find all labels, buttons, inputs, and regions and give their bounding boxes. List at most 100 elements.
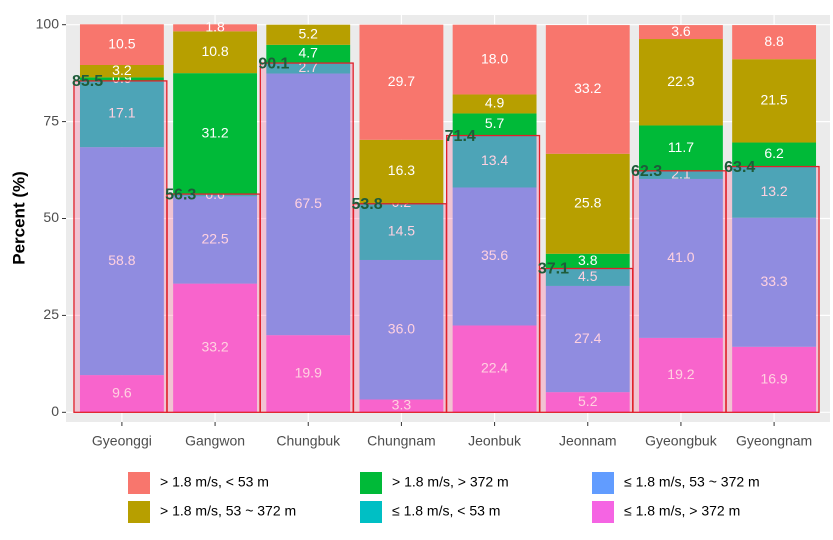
bar-segment: [173, 194, 257, 197]
x-tick-label: Gyeongnam: [736, 433, 812, 449]
x-tick-label: Chungbuk: [276, 433, 341, 449]
legend-key: [592, 501, 614, 523]
value-label: 10.8: [201, 43, 228, 59]
bar-segment: [732, 142, 817, 167]
bar-segment: [732, 346, 817, 413]
bar-segment: [639, 170, 723, 179]
bar-segment: [639, 337, 723, 413]
value-label: 6.2: [764, 145, 784, 161]
bar-segment: [732, 25, 817, 60]
value-label: 22.5: [201, 231, 228, 247]
bar-segment: [79, 147, 164, 376]
value-label: 58.8: [108, 252, 135, 268]
bar-segment: [266, 335, 351, 413]
value-label: 33.2: [574, 80, 601, 96]
bar-segment: [173, 24, 257, 32]
highlight-label: 37.1: [538, 261, 569, 278]
value-label: 13.2: [760, 183, 787, 199]
value-label: 1.8: [205, 18, 225, 34]
value-label: 18.0: [481, 50, 508, 66]
highlight-box: [352, 203, 447, 413]
bar-segment: [359, 24, 444, 140]
bar-segment: [266, 73, 351, 336]
value-label: 13.4: [481, 152, 508, 168]
value-label: 33.3: [760, 273, 787, 289]
highlight-label: 63.4: [724, 159, 755, 176]
bar-segment: [545, 285, 630, 393]
y-tick-label: 0: [51, 403, 59, 419]
value-label: 4.7: [299, 45, 319, 61]
highlight-label: 85.5: [72, 73, 103, 90]
bar-segment: [79, 375, 164, 413]
value-label: 22.3: [667, 73, 694, 89]
bar-segment: [79, 80, 164, 148]
value-label: 33.2: [201, 339, 228, 355]
legend-label: > 1.8 m/s, 53 ~ 372 m: [160, 503, 296, 519]
bar-segment: [452, 187, 537, 326]
y-tick-label: 25: [43, 306, 59, 322]
bar-segment: [545, 392, 630, 413]
legend-key: [360, 472, 382, 494]
value-label: 22.4: [481, 360, 508, 376]
bar-segment: [359, 139, 444, 203]
bar-segment: [639, 178, 723, 338]
x-tick-label: Jeonbuk: [468, 433, 522, 449]
value-label: 41.0: [667, 249, 694, 265]
bar-segment: [639, 125, 723, 171]
bar-segment: [79, 77, 164, 81]
x-tick-label: Jeonnam: [559, 433, 617, 449]
bar-segment: [732, 59, 817, 143]
bar-segment: [79, 24, 164, 66]
x-tick-label: Gangwon: [185, 433, 245, 449]
value-label: 35.6: [481, 247, 508, 263]
bar-segment: [266, 44, 351, 64]
value-label: 25.8: [574, 194, 601, 210]
y-axis-title: Percent (%): [9, 171, 28, 265]
value-label: 29.7: [388, 73, 415, 89]
bar-segment: [639, 25, 723, 40]
bar-segment: [639, 39, 723, 126]
highlight-box: [632, 170, 727, 413]
value-label: 5.2: [299, 25, 319, 41]
highlight-box: [446, 134, 541, 413]
value-label: 11.7: [668, 139, 694, 155]
bar-segment: [545, 268, 630, 286]
legend-label: > 1.8 m/s, > 372 m: [392, 474, 509, 490]
x-tick-label: Gyeongbuk: [645, 433, 718, 449]
highlight-label: 56.3: [165, 186, 196, 203]
legend-key: [128, 472, 150, 494]
value-label: 14.5: [388, 223, 415, 239]
bar-segment: [452, 94, 537, 114]
bar-segment: [452, 325, 537, 413]
x-tick-label: Gyeonggi: [92, 433, 152, 449]
legend-key: [360, 501, 382, 523]
bar-segment: [359, 203, 444, 260]
bar-segment: [452, 135, 537, 188]
value-label: 17.1: [108, 105, 135, 121]
highlight-box: [259, 62, 354, 413]
value-label: 4.9: [485, 95, 505, 111]
highlight-box: [725, 165, 820, 413]
bar-segment: [173, 31, 257, 74]
value-label: 5.2: [578, 393, 598, 409]
value-label: 19.2: [667, 366, 694, 382]
legend-label: > 1.8 m/s, < 53 m: [160, 474, 269, 490]
bar-segment: [545, 25, 630, 154]
bar-segment: [173, 73, 257, 195]
bar-segment: [732, 217, 817, 347]
value-label: 27.4: [574, 330, 601, 346]
highlight-label: 71.4: [445, 128, 476, 145]
bar-segment: [359, 399, 444, 413]
y-tick-label: 75: [43, 112, 59, 128]
highlight-box: [166, 193, 261, 413]
bar-segment: [452, 113, 537, 136]
highlight-box: [539, 267, 634, 413]
highlight-label: 90.1: [258, 55, 289, 72]
value-label: 36.0: [388, 320, 415, 336]
bar-segment: [359, 259, 444, 400]
legend-label: ≤ 1.8 m/s, > 372 m: [624, 503, 740, 519]
bar-segment: [266, 24, 351, 45]
bar-segment: [545, 153, 630, 254]
value-label: 21.5: [760, 92, 787, 108]
value-label: 19.9: [295, 364, 322, 380]
